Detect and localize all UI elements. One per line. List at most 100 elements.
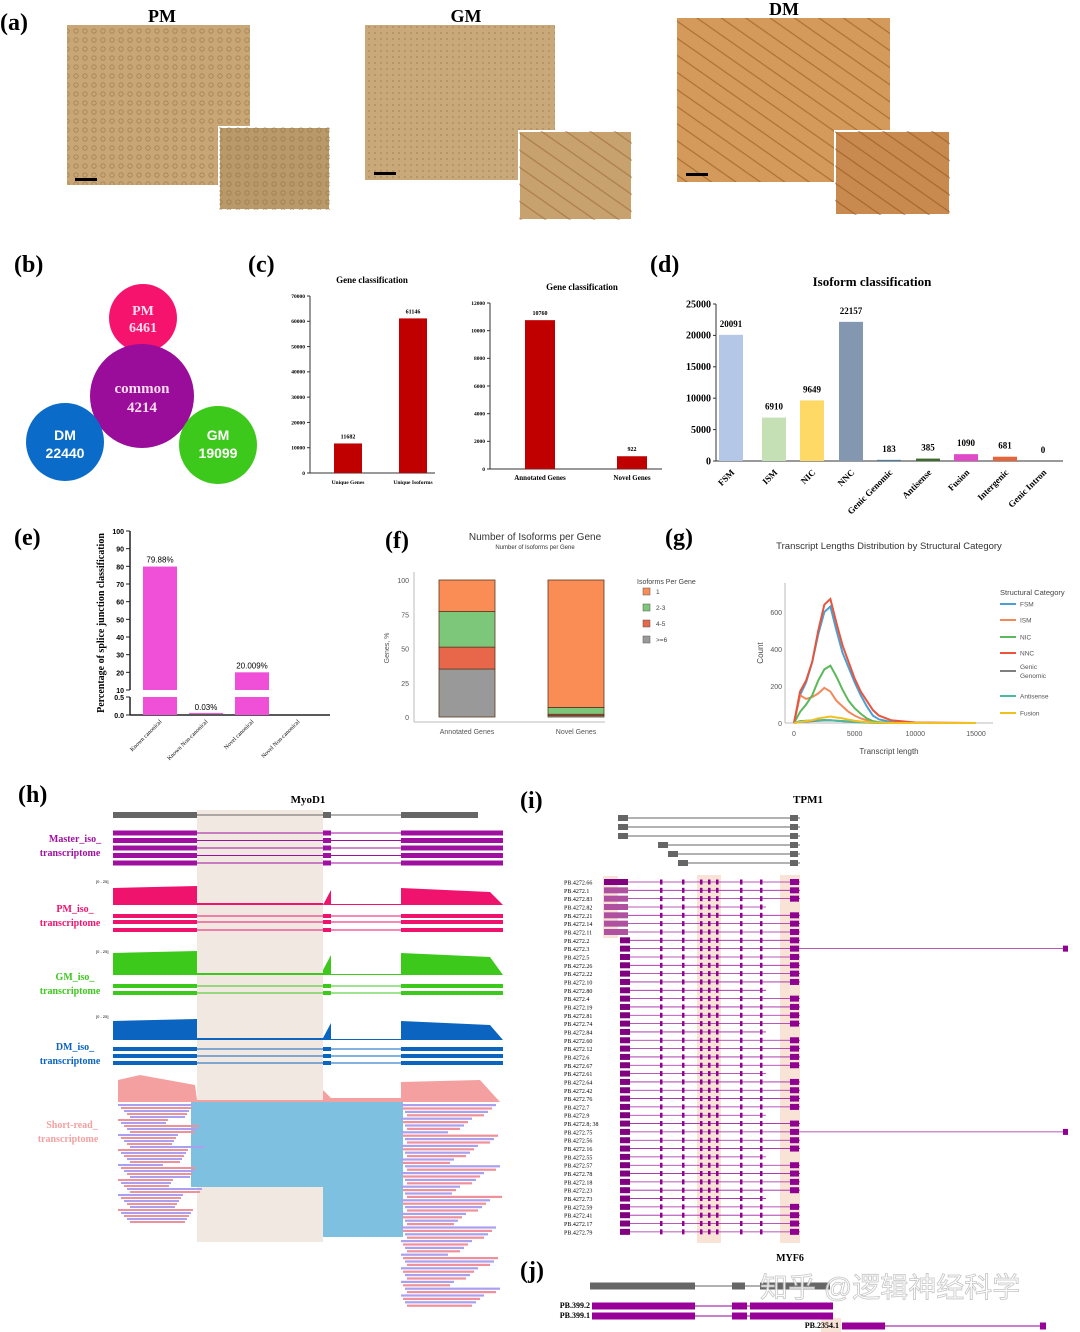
bar-upper: [143, 566, 177, 690]
isoform-exon: [708, 937, 711, 943]
isoform-exon: [790, 953, 799, 960]
chart-title: Isoform classification: [813, 274, 933, 289]
reference-model-exon: [790, 851, 798, 857]
data-label: 11682: [341, 434, 356, 440]
isoform-exon: [708, 1146, 711, 1152]
isoform-exon: [708, 904, 711, 910]
isoform-exon: [323, 984, 331, 988]
short-read: [407, 1127, 460, 1130]
legend-label: FSM: [1020, 602, 1034, 609]
isoform-exon: [620, 962, 630, 969]
scale-bar: [686, 173, 708, 176]
short-read: [401, 1144, 478, 1147]
y-tick-label: 50000: [291, 344, 305, 350]
short-read: [127, 1218, 187, 1220]
isoform-exon: [790, 1003, 799, 1010]
isoform-exon: [732, 1302, 747, 1310]
isoform-exon: [682, 1137, 685, 1143]
y-tick-label: 4000: [474, 412, 485, 418]
isoform-exon: [750, 1312, 833, 1320]
range-label-pm: [0 - 25]: [96, 879, 108, 884]
isoform-exon: [620, 1228, 630, 1235]
series-line-nnc: [793, 597, 977, 724]
isoform-exon: [760, 921, 763, 927]
isoform-exon: [740, 1146, 743, 1152]
isoform-exon: [660, 1229, 663, 1235]
isoform-exon: [604, 912, 628, 919]
isoform-exon: [700, 1054, 703, 1060]
isoform-exon: [716, 1104, 719, 1110]
venn-circle-dm: [26, 403, 104, 481]
bar-segment-1: [547, 579, 605, 708]
bar-nic: [800, 400, 824, 461]
isoform-exon: [790, 887, 799, 894]
isoform-exon: [760, 971, 763, 977]
short-read: [403, 1243, 468, 1246]
isoform-exon: [760, 1187, 763, 1193]
short-read: [118, 1119, 168, 1121]
short-read: [118, 1194, 183, 1196]
isoform-exon: [760, 946, 763, 952]
isoform-exon: [760, 1137, 763, 1143]
isoform-exon: [760, 1004, 763, 1010]
isoform-exon: [790, 928, 799, 935]
isoform-exon: [760, 1154, 763, 1160]
isoform-exon: [716, 1029, 719, 1035]
reference-model-exon: [790, 842, 798, 848]
isoform-exon: [716, 937, 719, 943]
y-axis-label: Percentage of splice junction classifica…: [96, 533, 107, 713]
isoform-exon: [682, 996, 685, 1002]
short-read: [403, 1284, 450, 1287]
isoform-exon: [716, 971, 719, 977]
isoform-exon: [790, 879, 799, 885]
isoform-exon: [660, 1096, 663, 1102]
panel-label-a: (a): [0, 10, 28, 36]
isoform-exon: [740, 1187, 743, 1193]
isoform-exon: [740, 1004, 743, 1010]
bar-fusion: [954, 454, 978, 461]
isoform-exon: [740, 1204, 743, 1210]
data-label: 1090: [957, 438, 976, 448]
y-tick-label: 25: [401, 681, 409, 688]
isoform-exon: [708, 1046, 711, 1052]
short-read: [130, 1191, 200, 1193]
isoform-exon: [660, 879, 663, 885]
coverage-track: [113, 951, 503, 975]
isoform-exon: [604, 895, 628, 902]
coverage-track: [113, 886, 503, 905]
bar-annotated-genes: [525, 320, 555, 469]
data-label: 6910: [765, 402, 784, 412]
micrograph-title-dm: DM: [769, 0, 799, 19]
short-read: [124, 1110, 189, 1112]
isoform-exon: [700, 1021, 703, 1027]
isoform-exon: [700, 1012, 703, 1018]
isoform-exon: [760, 1062, 763, 1068]
isoform-exon: [682, 1029, 685, 1035]
isoform-exon: [790, 1120, 799, 1127]
venn-value-dm: 22440: [46, 445, 85, 461]
isoform-exon: [700, 921, 703, 927]
isoform-exon: [620, 1195, 630, 1202]
track-label-gm: GM_iso_: [56, 972, 96, 983]
venn-circle-common: [90, 344, 194, 448]
isoform-exon: [740, 954, 743, 960]
isoform-exon: [660, 987, 663, 993]
y-tick-label: 20000: [291, 420, 305, 426]
isoform-exon: [700, 904, 703, 910]
isoform-exon: [708, 979, 711, 985]
panel-h-myod1: MyoD1 Master_iso_ transcriptome PM_iso_ …: [38, 794, 503, 1307]
short-read: [124, 1155, 184, 1157]
isoform-exon: [740, 1129, 743, 1135]
chart-title: Gene classification: [546, 282, 618, 292]
isoform-exon: [708, 1104, 711, 1110]
isoform-exon: [790, 1178, 799, 1185]
isoform-exon: [660, 1112, 663, 1118]
isoform-exon: [790, 1062, 799, 1069]
y-tick-label: 40: [116, 635, 124, 642]
isoform-exon: [708, 1021, 711, 1027]
isoform-exon: [790, 895, 799, 902]
isoform-exon: [682, 987, 685, 993]
reference-model-exon: [618, 815, 628, 821]
isoform-label: PB.4272.26: [564, 964, 592, 970]
category-label: Novel Genes: [613, 474, 650, 482]
